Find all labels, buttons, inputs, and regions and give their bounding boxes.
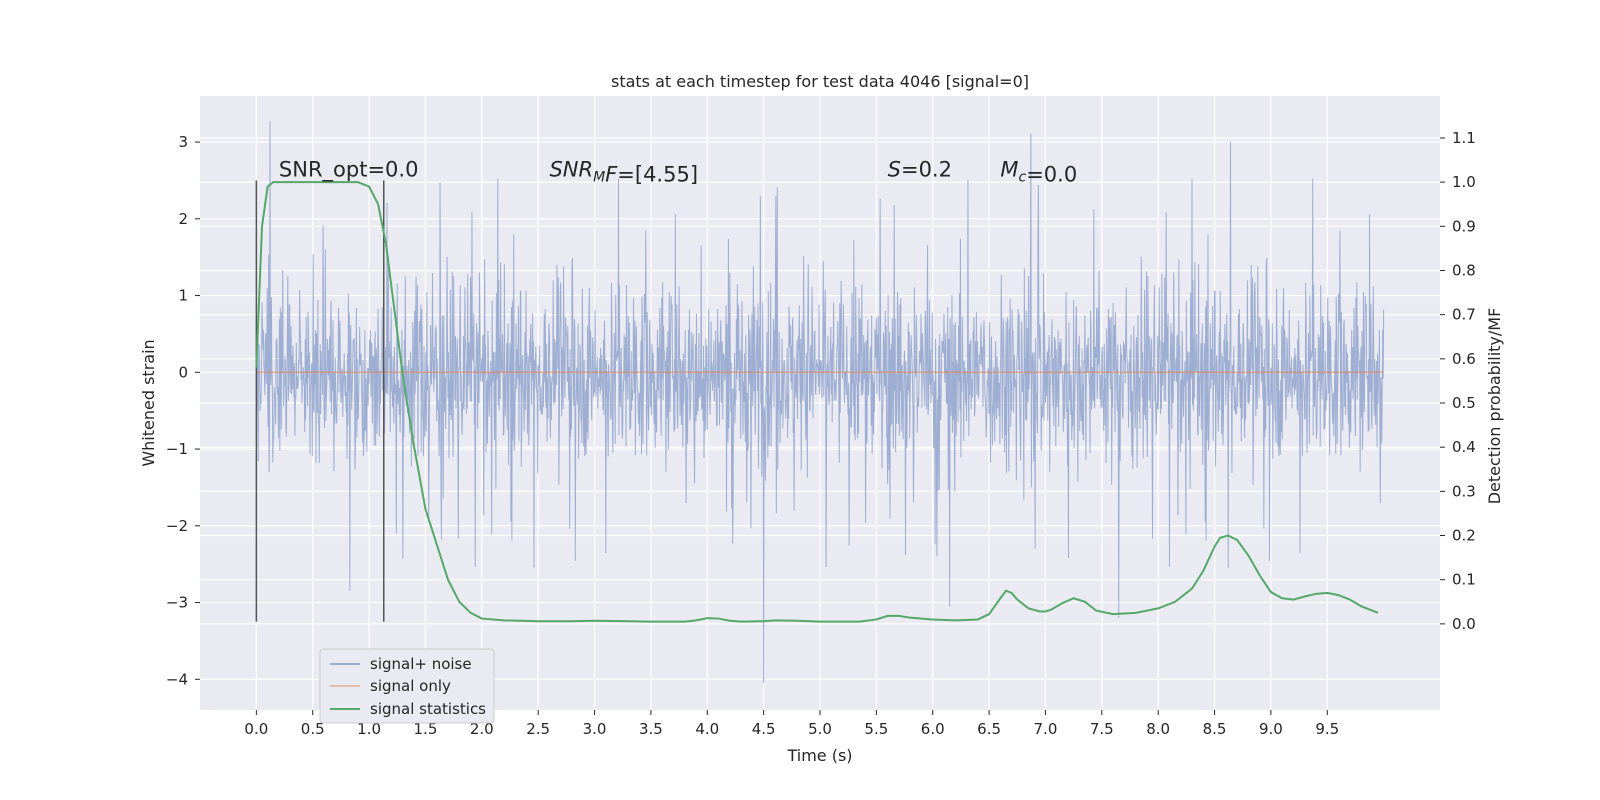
legend: signal+ noise signal only signal statist… [319,648,495,724]
y2-tick-label: 1.0 [1452,173,1476,191]
y-tick-label: 2 [178,210,188,228]
x-axis-label: Time (s) [786,746,852,765]
y2-tick-label: 0.9 [1452,217,1476,235]
x-tick-label: 1.0 [357,720,381,738]
x-tick-label: 4.0 [695,720,719,738]
y2-tick-label: 0.5 [1452,394,1476,412]
x-tick-label: 6.5 [977,720,1001,738]
legend-box [319,648,495,724]
x-tick-label: 3.5 [639,720,663,738]
y-tick-label: −2 [166,517,188,535]
y-axis-label: Whitened strain [139,339,158,466]
y-tick-label: 1 [178,287,188,305]
annotation-text: SNR_opt=0.0 [279,158,419,183]
vlines [255,180,385,622]
y2-tick-label: 0.6 [1452,350,1476,368]
legend-label-signal: signal only [370,677,451,695]
signal-statistics-line [255,181,1379,623]
annotations: SNR_opt=0.0 SNRMF=[4.55] S=0.2 Mc=0.0 [279,158,1077,187]
annotation-text: SNRMF=[4.55] [549,158,698,187]
y-tick-label: −3 [166,594,188,612]
x-tick-label: 4.5 [752,720,776,738]
x-tick-label: 6.0 [921,720,945,738]
y2-tick-label: 0.7 [1452,306,1476,324]
y-axis-ticks: 3 2 1 0 −1 −2 −3 −4 [166,133,200,688]
y2-tick-label: 0.3 [1452,482,1476,500]
y2-tick-label: 0.4 [1452,438,1476,456]
x-tick-label: 9.0 [1259,720,1283,738]
chart-title: stats at each timestep for test data 404… [611,72,1029,91]
y2-axis-ticks: 1.1 1.0 0.9 0.8 0.7 0.6 0.5 0.4 0.3 0.2 0.1 0.0 [1440,129,1476,633]
legend-label-stats: signal statistics [370,700,486,718]
y-tick-label: 0 [178,363,188,381]
x-tick-label: 5.5 [864,720,888,738]
x-axis-ticks: 0.0 0.5 1.0 1.5 2.0 2.5 3.0 3.5 4.0 4.5 5.0 5.5 6.0 6… [244,710,1339,738]
y2-tick-label: 0.1 [1452,571,1476,589]
x-tick-label: 2.5 [526,720,550,738]
x-tick-label: 0.0 [244,720,268,738]
x-tick-label: 0.5 [301,720,325,738]
stats-series [255,181,1379,623]
x-tick-label: 8.0 [1146,720,1170,738]
legend-label-noise: signal+ noise [370,655,472,673]
y2-tick-label: 0.8 [1452,261,1476,279]
annotation-text: Mc=0.0 [1000,158,1077,187]
y-tick-label: −4 [166,670,188,688]
x-tick-label: 1.5 [414,720,438,738]
x-tick-label: 8.5 [1203,720,1227,738]
y2-tick-label: 1.1 [1452,129,1476,147]
x-tick-label: 5.0 [808,720,832,738]
y2-tick-label: 0.2 [1452,527,1476,545]
x-tick-label: 3.0 [583,720,607,738]
x-tick-label: 7.5 [1090,720,1114,738]
x-tick-label: 7.0 [1034,720,1058,738]
y2-tick-label: 0.0 [1452,615,1476,633]
x-tick-label: 9.5 [1315,720,1339,738]
y-tick-label: 3 [178,133,188,151]
y-tick-label: −1 [166,440,188,458]
annotation-text: S=0.2 [888,158,952,182]
y2-axis-label: Detection probability/MF [1485,308,1504,505]
x-tick-label: 2.0 [470,720,494,738]
